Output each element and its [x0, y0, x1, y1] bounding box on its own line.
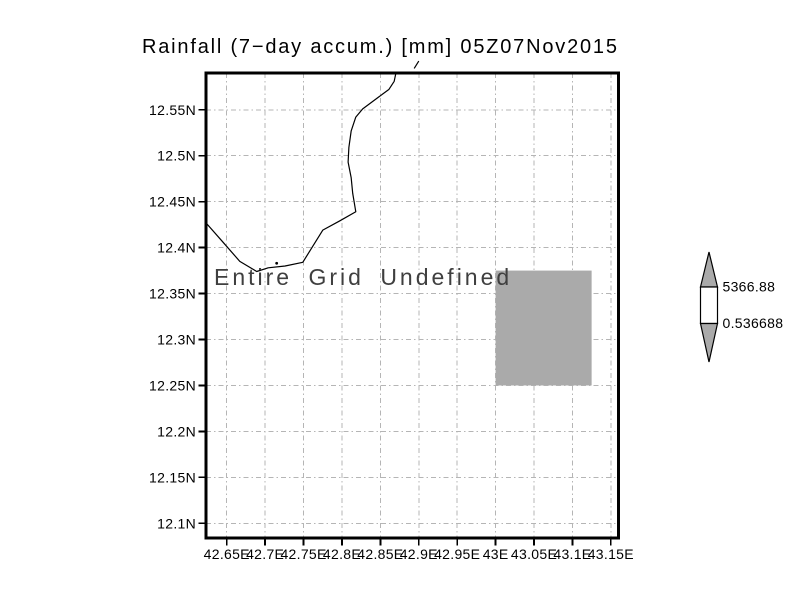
- colorbar: 5366.88 0.536688: [699, 251, 784, 363]
- y-tick-label: 12.15N: [149, 469, 196, 485]
- plot-title: Rainfall (7−day accum.) [mm] 05Z07Nov201…: [142, 36, 619, 58]
- y-tick-label: 12.1N: [157, 515, 196, 531]
- undefined-grid-annotation: Entire Grid Undefined: [214, 264, 513, 290]
- y-tick-label: 12.45N: [149, 194, 196, 210]
- x-tick-label: 42.9E: [400, 546, 438, 562]
- x-tick-label: 43.1E: [553, 546, 591, 562]
- y-tick-label: 12.35N: [149, 286, 196, 302]
- plot-border: [204, 71, 620, 540]
- x-tick-label: 42.65E: [204, 546, 250, 562]
- y-tick-label: 12.5N: [157, 148, 196, 164]
- coastline: [206, 73, 397, 273]
- coastline-fragment: [413, 60, 420, 69]
- colorbar-max-label: 5366.88: [723, 279, 776, 295]
- x-tick-label: 43.05E: [511, 546, 557, 562]
- x-tick-label: 42.85E: [357, 546, 403, 562]
- colorbar-range-box: [699, 286, 719, 325]
- x-tick-label: 43E: [483, 546, 509, 562]
- x-tick-label: 42.75E: [280, 546, 326, 562]
- y-tick-label: 12.4N: [157, 240, 196, 256]
- y-tick-label: 12.2N: [157, 423, 196, 439]
- shaded-data-cell: [495, 270, 592, 386]
- x-tick-label: 42.8E: [323, 546, 361, 562]
- x-tick-label: 42.7E: [246, 546, 284, 562]
- y-tick-label: 12.3N: [157, 332, 196, 348]
- x-tick-label: 43.15E: [588, 546, 634, 562]
- island-dot: [275, 261, 279, 265]
- colorbar-min-label: 0.536688: [723, 315, 784, 331]
- x-tick-label: 42.95E: [434, 546, 480, 562]
- colorbar-lower-arrow-icon: [699, 322, 719, 363]
- y-tick-label: 12.55N: [149, 102, 196, 118]
- y-tick-label: 12.25N: [149, 377, 196, 393]
- colorbar-upper-arrow-icon: [699, 251, 719, 288]
